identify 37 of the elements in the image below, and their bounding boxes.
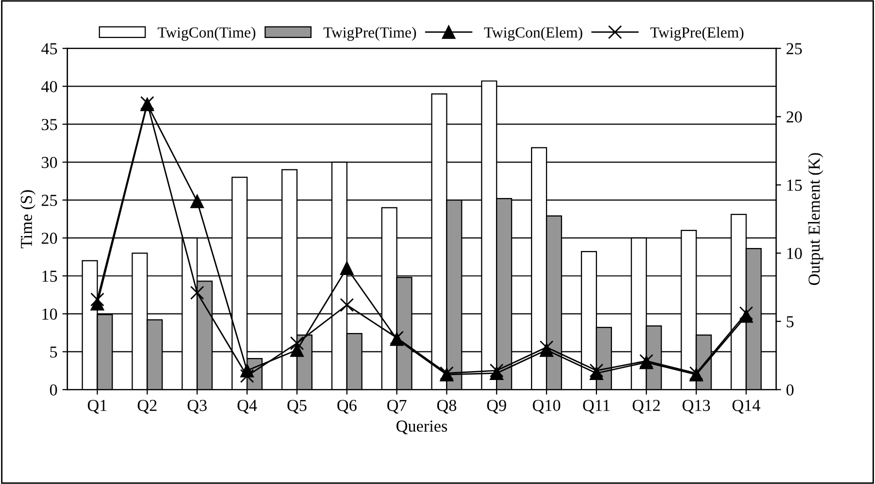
legend-label: TwigPre(Elem) — [650, 26, 744, 41]
x-tick-label: Q2 — [138, 400, 156, 414]
x-tick-label: Q12 — [632, 400, 660, 414]
legend-label: TwigCon(Elem) — [484, 26, 582, 41]
x-tick-label: Q1 — [88, 400, 107, 414]
y2-tick-label: 25 — [786, 43, 802, 54]
y-tick-label: 45 — [41, 43, 57, 54]
y2-tick-label: 5 — [786, 316, 794, 328]
y-tick-label: 40 — [41, 81, 58, 92]
x-axis-title: Queries — [396, 420, 448, 434]
y-tick-label: 0 — [50, 384, 58, 396]
x-tick-label: Q5 — [287, 400, 307, 414]
y-tick-label: 5 — [50, 346, 57, 358]
y-tick-label: 10 — [42, 308, 58, 320]
y2-axis-title: Output Element (K) — [808, 153, 824, 285]
x-tick-label: Q9 — [487, 400, 506, 414]
x-tick-label: Q7 — [387, 400, 406, 414]
y2-tick-label: 20 — [786, 111, 802, 123]
x-tick-label: Q14 — [732, 400, 760, 414]
y2-tick-label: 0 — [786, 384, 794, 396]
x-tick-label: Q4 — [238, 400, 257, 414]
y2-tick-label: 15 — [787, 180, 802, 191]
x-tick-label: Q8 — [437, 400, 456, 414]
y-axis-title: Time (S) — [20, 190, 36, 248]
legend-label: TwigPre(Time) — [323, 26, 416, 41]
y-tick-label: 15 — [42, 270, 57, 282]
x-tick-label: Q13 — [682, 400, 710, 414]
y-tick-label: 35 — [42, 118, 57, 130]
y-tick-label: 25 — [42, 194, 57, 206]
y-tick-label: 30 — [42, 156, 58, 168]
x-tick-label: Q6 — [337, 400, 357, 414]
y2-tick-label: 10 — [787, 248, 802, 260]
legend-label: TwigCon(Time) — [158, 26, 256, 41]
y-tick-label: 20 — [42, 232, 58, 244]
x-tick-label: Q3 — [188, 400, 207, 414]
x-tick-label: Q10 — [532, 400, 560, 414]
x-tick-label: Q11 — [583, 400, 610, 414]
